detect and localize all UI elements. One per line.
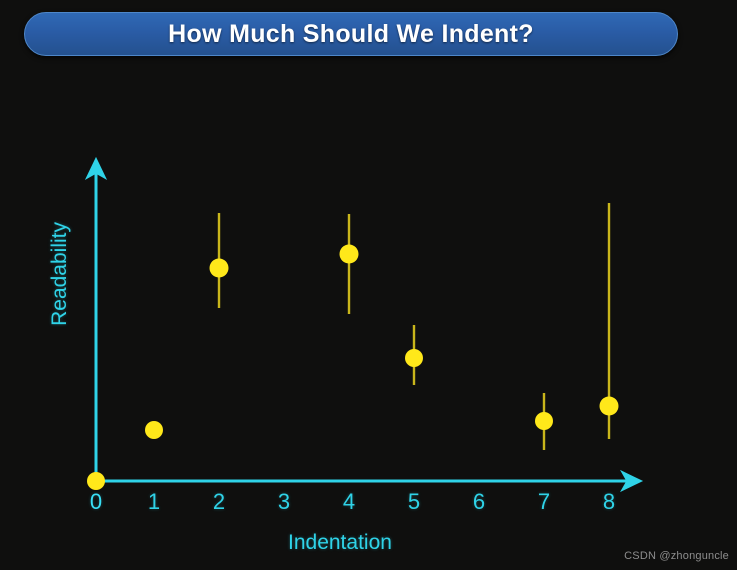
x-tick-label-5: 5: [407, 489, 421, 514]
data-point-x2[interactable]: [209, 258, 229, 278]
x-tick-label-3: 3: [277, 489, 291, 514]
x-tick-label-0: 0: [89, 489, 103, 514]
x-tick-label-8: 8: [602, 489, 616, 514]
data-point-x8[interactable]: [599, 396, 619, 416]
watermark: CSDN @zhonguncle: [624, 550, 729, 562]
x-tick-label-1: 1: [147, 489, 161, 514]
data-point-x1[interactable]: [145, 421, 163, 439]
errorbar-group: [217, 203, 611, 450]
x-tick-label-2: 2: [212, 489, 226, 514]
x-tick-label-4: 4: [342, 489, 356, 514]
data-point-group: [87, 244, 619, 490]
x-tick-label-6: 6: [472, 489, 486, 514]
x-axis-label: Indentation: [288, 531, 392, 554]
y-axis-label: Readability: [48, 222, 71, 326]
data-point-x4[interactable]: [339, 244, 359, 264]
data-point-x7[interactable]: [535, 412, 553, 430]
page-title: How Much Should We Indent?: [168, 19, 534, 48]
slide-title-banner: How Much Should We Indent?: [24, 12, 678, 56]
data-point-x0[interactable]: [87, 472, 105, 490]
data-point-x5[interactable]: [405, 349, 423, 367]
x-tick-label-7: 7: [537, 489, 551, 514]
